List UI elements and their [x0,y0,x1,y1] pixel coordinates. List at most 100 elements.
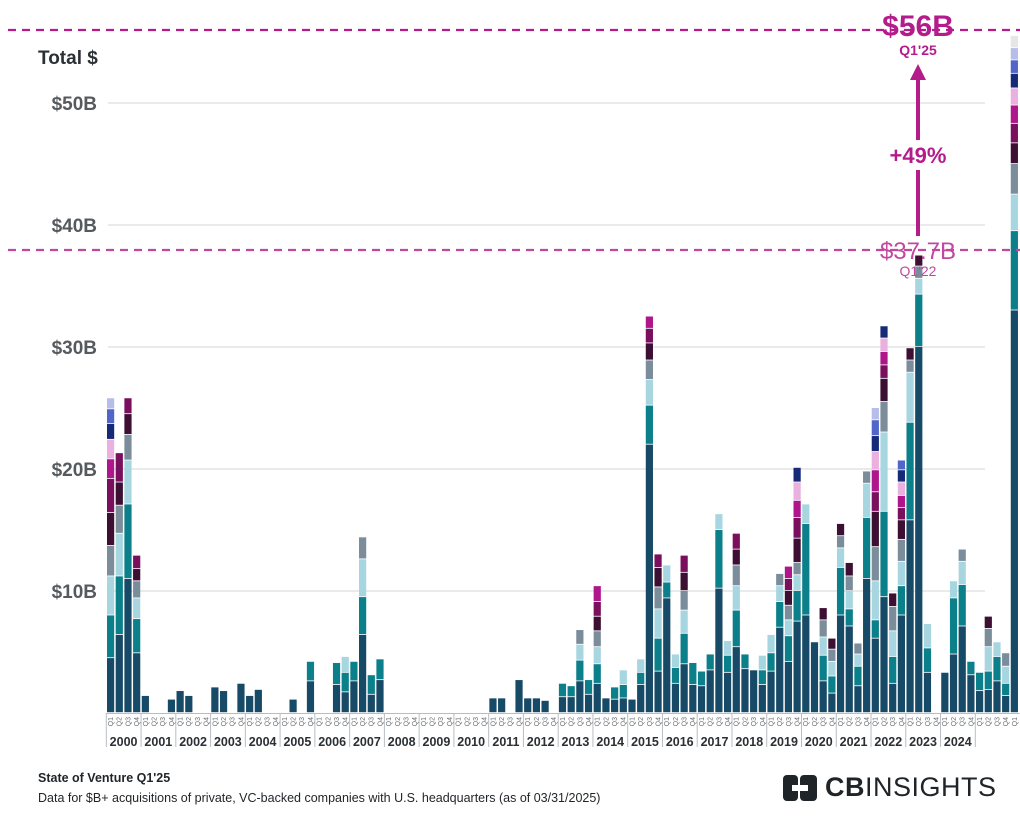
bar-segment [880,365,888,378]
year-tick-label: 2023 [909,735,937,749]
quarter-tick-label: Q3 [508,717,515,726]
quarter-tick-label: Q1 [699,717,706,726]
bar-segment [645,360,653,380]
bar-segment [1010,73,1018,88]
bar-segment [819,620,827,637]
bar-segment [654,554,662,568]
bar-segment [1010,35,1018,48]
bar-segment [1010,143,1018,164]
quarter-tick-label: Q4 [1003,717,1010,726]
bar-segment [967,675,975,713]
quarter-tick-label: Q2 [256,717,263,726]
quarter-tick-label: Q1 [108,717,115,726]
bar-segment [958,626,966,713]
bar-segment [185,695,193,713]
bar-segment [524,698,532,713]
bar-segment [819,681,827,713]
bar-segment [107,409,115,424]
year-tick-label: 2008 [388,735,416,749]
high-quarter-label: Q1'25 [899,42,937,58]
bar-segment [576,644,584,660]
year-tick-label: 2006 [318,735,346,749]
bar-segment [897,482,905,496]
quarter-tick-label: Q1 [247,717,254,726]
bar-segment [376,680,384,713]
bar-segment [671,683,680,713]
bar-segment [697,686,706,713]
bar-segment [915,266,923,278]
bar-segment [332,684,341,713]
bar-segment [871,470,879,492]
bar-segment [541,700,549,713]
bar-segment [871,408,879,420]
quarter-tick-label: Q4 [968,717,975,726]
bar-segment [107,545,115,576]
bar-segment [863,471,871,483]
year-tick-label: 2015 [631,735,659,749]
bar-segment [889,656,897,683]
quarter-tick-label: Q1 [386,717,393,726]
bar-segment [889,593,897,607]
quarter-tick-label: Q2 [881,717,888,726]
bar-segment [219,691,228,713]
quarter-tick-label: Q4 [447,717,454,726]
bar-segment [515,680,523,713]
bar-segment [845,609,853,626]
quarter-tick-label: Q4 [586,717,593,726]
bar-segment [602,698,610,713]
bar-segment [124,504,132,578]
bar-segment [984,671,992,690]
bar-segment [723,641,732,655]
bar-segment [107,658,115,713]
bar-segment [141,695,149,713]
bar-segment [637,659,645,672]
bar-segment [593,664,601,683]
bar-segment [567,697,575,713]
bar-segment [715,588,723,713]
bar-segment [784,591,793,605]
quarter-tick-label: Q2 [221,717,228,726]
quarter-tick-label: Q4 [795,717,802,726]
quarter-tick-label: Q2 [569,717,576,726]
bar-segment [115,634,123,713]
logo-wordmark: CBINSIGHTS [825,772,997,803]
bar-segment [871,638,879,713]
bar-segment [489,698,497,713]
bar-segment [680,610,688,633]
bar-segment [645,379,653,405]
quarter-tick-label: Q1 [178,717,185,726]
bar-segment [1010,105,1018,123]
bar-segment [732,565,740,586]
bar-segment [863,483,871,517]
bar-segment [854,643,862,654]
bar-segment [732,549,740,565]
bar-segment [341,672,349,692]
bar-segment [819,608,827,620]
bar-segment [593,631,601,647]
bar-segment [124,434,132,460]
bar-segment [306,661,315,681]
bar-segment [923,648,932,672]
bar-segment [715,514,723,530]
quarter-tick-label: Q1 [212,717,219,726]
bar-segment [637,672,645,685]
year-tick-label: 2000 [110,735,138,749]
bar-segment [663,598,671,713]
quarter-tick-label: Q4 [516,717,523,726]
bar-segment [124,414,132,435]
bar-segment [558,683,567,697]
bar-segment [576,630,584,644]
bar-segment [350,681,358,713]
quarter-tick-label: Q4 [690,717,697,726]
quarter-tick-label: Q4 [377,717,384,726]
bar-segment [359,537,367,559]
bar-segment [663,582,671,598]
bar-segment [863,578,871,713]
bar-segment [915,347,923,713]
bar-segment [1002,666,1010,683]
quarter-tick-label: Q4 [621,717,628,726]
bar-segment [1002,653,1010,666]
quarter-tick-label: Q2 [464,717,471,726]
footer-title: State of Venture Q1'25 [38,771,171,785]
bar-segment [1010,194,1018,231]
